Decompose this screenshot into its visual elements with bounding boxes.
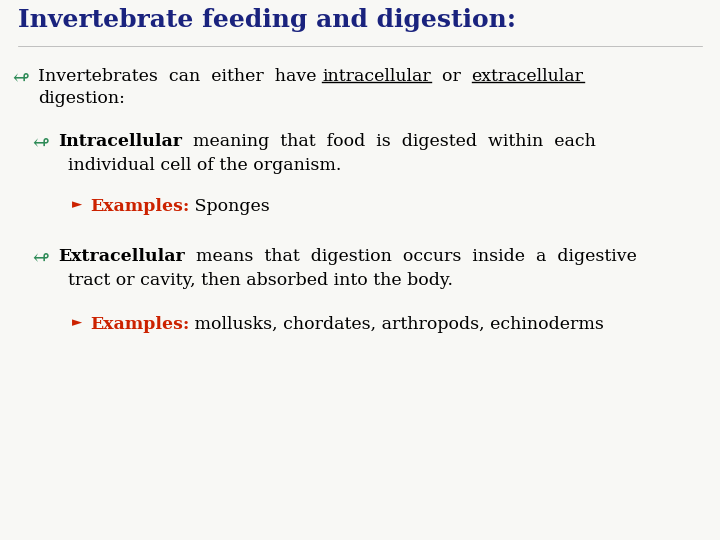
Text: Invertebrate feeding and digestion:: Invertebrate feeding and digestion: xyxy=(18,8,516,32)
Text: digestion:: digestion: xyxy=(38,90,125,107)
Text: or: or xyxy=(431,68,472,85)
Text: Intracellular: Intracellular xyxy=(58,133,182,150)
Text: mollusks, chordates, arthropods, echinoderms: mollusks, chordates, arthropods, echinod… xyxy=(189,316,604,333)
Text: Sponges: Sponges xyxy=(189,198,270,215)
Text: Examples:: Examples: xyxy=(90,316,189,333)
Text: tract or cavity, then absorbed into the body.: tract or cavity, then absorbed into the … xyxy=(68,272,453,289)
Text: Extracellular: Extracellular xyxy=(58,248,185,265)
Text: extracellular: extracellular xyxy=(472,68,584,85)
Text: individual cell of the organism.: individual cell of the organism. xyxy=(68,157,341,174)
Text: intracellular: intracellular xyxy=(322,68,431,85)
Text: ↫: ↫ xyxy=(32,133,49,152)
Text: ↫: ↫ xyxy=(12,68,29,87)
Text: ↫: ↫ xyxy=(32,248,49,267)
Text: meaning  that  food  is  digested  within  each: meaning that food is digested within eac… xyxy=(182,133,596,150)
Text: ►: ► xyxy=(72,316,82,329)
Text: ►: ► xyxy=(72,198,82,211)
Text: Examples:: Examples: xyxy=(90,198,189,215)
Text: Invertebrates  can  either  have: Invertebrates can either have xyxy=(38,68,322,85)
Text: means  that  digestion  occurs  inside  a  digestive: means that digestion occurs inside a dig… xyxy=(185,248,636,265)
